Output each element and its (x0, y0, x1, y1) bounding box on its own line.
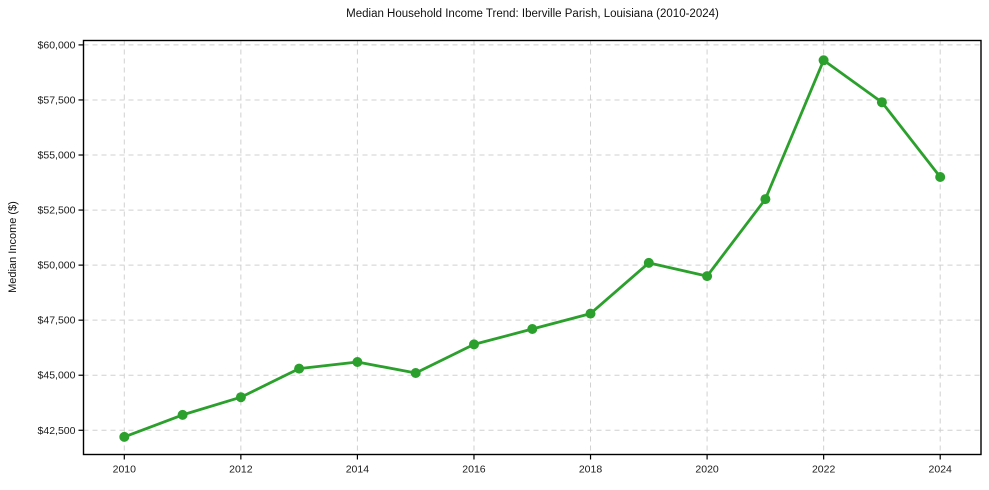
y-tick-label: $47,500 (38, 315, 76, 327)
data-point-2023 (876, 97, 887, 108)
y-tick-label: $50,000 (38, 260, 76, 272)
y-tick-label: $55,000 (38, 150, 76, 162)
x-tick-label: 2024 (929, 464, 953, 476)
y-tick-label: $45,000 (38, 370, 76, 382)
data-point-2015 (410, 368, 421, 378)
data-point-2024 (935, 172, 946, 182)
data-point-2021 (760, 194, 771, 205)
trend-line (122, 58, 942, 439)
data-point-2014 (352, 357, 363, 367)
y-tick-label: $57,500 (38, 94, 76, 106)
x-tick-label: 2012 (229, 464, 253, 476)
plot-border (82, 39, 982, 456)
data-point-2019 (643, 257, 654, 268)
x-tick-label: 2014 (346, 464, 370, 476)
y-tick-label: $42,500 (38, 425, 76, 437)
data-point-2017 (527, 324, 538, 334)
data-point-2018 (585, 308, 596, 319)
data-point-2013 (294, 363, 305, 374)
x-tick-label: 2020 (695, 464, 719, 476)
data-point-2012 (235, 392, 246, 403)
x-tick-label: 2010 (113, 464, 137, 476)
data-point-2016 (469, 339, 479, 350)
data-point-2010 (119, 431, 130, 442)
data-point-2011 (177, 409, 188, 420)
x-tick-label: 2022 (812, 464, 836, 476)
x-tick-label: 2018 (579, 464, 603, 476)
x-tick-label: 2016 (462, 464, 486, 476)
y-tick-label: $60,000 (38, 39, 76, 51)
y-tick-label: $52,500 (38, 205, 76, 217)
chart-title: Median Household Income Trend: Iberville… (346, 8, 719, 20)
data-point-2022 (818, 55, 829, 66)
data-point-2020 (702, 271, 713, 282)
